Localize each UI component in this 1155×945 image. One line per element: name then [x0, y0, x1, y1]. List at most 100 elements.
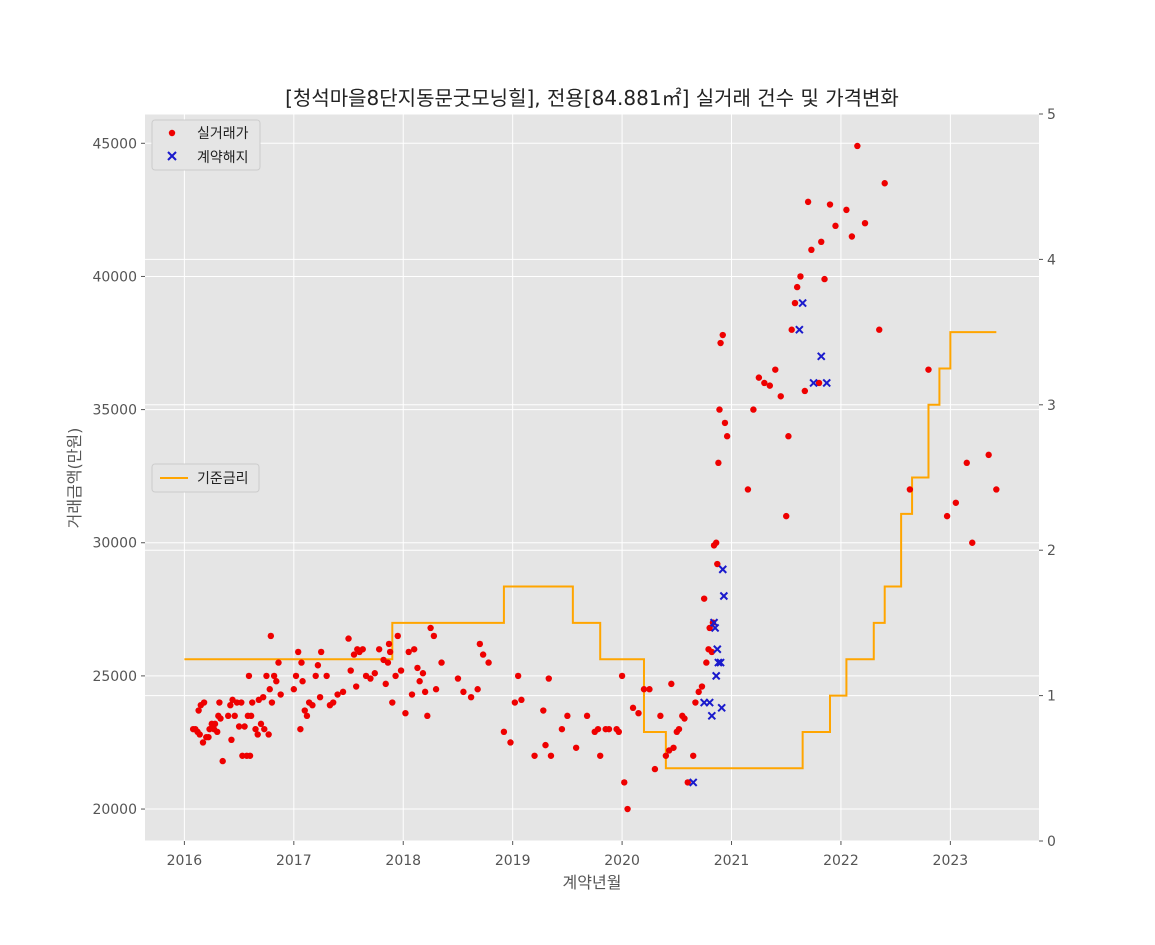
trade-point — [424, 712, 431, 720]
trade-point — [460, 688, 467, 696]
y-tick-labels: 20000 25000 30000 35000 40000 45000 — [92, 136, 145, 818]
trade-point — [205, 733, 212, 741]
trade-point — [414, 664, 421, 672]
trade-point — [657, 712, 664, 720]
x-tick-label: 2016 — [167, 853, 203, 869]
trade-point — [200, 699, 208, 706]
trade-point — [485, 659, 492, 666]
trade-point — [206, 725, 213, 733]
trade-point — [432, 686, 440, 693]
trade-point — [594, 725, 602, 733]
trade-point — [744, 486, 752, 493]
trade-point — [640, 686, 648, 693]
cancel-point — [795, 325, 804, 334]
trade-point — [826, 201, 834, 208]
trade-point — [714, 560, 721, 568]
trade-point — [259, 693, 267, 701]
trade-point — [985, 451, 992, 459]
rate-step-line — [184, 331, 997, 770]
trade-point — [273, 678, 280, 685]
trade-point — [797, 273, 804, 280]
trade-point — [224, 712, 232, 720]
trade-point — [514, 672, 522, 680]
x-tick-label: 2019 — [495, 853, 531, 869]
trade-point — [605, 725, 613, 733]
chart-title: [청석마을8단지동문굿모닝힐], 전용[84.881㎡] 실거래 건수 및 가격… — [285, 86, 899, 110]
trade-point — [219, 757, 226, 765]
trade-point — [624, 805, 631, 813]
trade-point — [808, 246, 815, 254]
trade-point — [695, 688, 702, 696]
trade-point — [294, 648, 302, 656]
cancel-point — [711, 671, 721, 681]
trade-point — [270, 672, 278, 680]
trade-point — [316, 693, 324, 701]
cancel-point — [689, 778, 698, 787]
trade-point — [268, 699, 276, 706]
cancel-point — [705, 698, 714, 707]
trade-point — [785, 433, 792, 440]
trade-point — [252, 725, 259, 733]
cancel-point — [798, 298, 807, 308]
cancel-point — [716, 658, 725, 667]
trade-point — [766, 382, 774, 389]
grid-lines — [145, 113, 1039, 842]
trade-point — [384, 659, 392, 666]
trade-point — [402, 709, 409, 717]
trade-point — [818, 238, 825, 246]
trade-point — [267, 632, 275, 640]
trade-point — [199, 739, 207, 746]
y-tick-label: 40000 — [92, 269, 137, 285]
trade-point — [312, 672, 319, 680]
trade-point — [681, 715, 688, 722]
y-tick-label: 45000 — [92, 136, 137, 152]
trade-point — [750, 406, 757, 413]
trade-point — [474, 686, 481, 693]
trade-point — [881, 180, 888, 187]
trade-point — [290, 686, 298, 693]
trade-point — [540, 707, 547, 714]
trade-point — [716, 406, 723, 413]
trade-point — [651, 765, 659, 773]
trade-point — [265, 731, 272, 738]
trade-point — [788, 326, 795, 333]
trade-point — [708, 648, 716, 656]
trade-point — [249, 699, 256, 706]
trade-point — [392, 672, 399, 680]
trade-point — [723, 433, 731, 440]
x-tick-label: 2017 — [276, 853, 312, 869]
trade-point — [662, 752, 670, 759]
trade-point — [266, 686, 273, 693]
trade-point — [211, 720, 219, 728]
trade-point — [317, 648, 325, 656]
trade-point — [386, 648, 394, 656]
cancel-point — [718, 565, 727, 574]
y2-tick-label: 4 — [1047, 252, 1056, 268]
trade-point — [299, 678, 306, 685]
trade-point — [247, 712, 255, 720]
trade-point — [690, 752, 697, 759]
y2-tick-label: 5 — [1047, 107, 1056, 123]
trade-point — [216, 699, 223, 706]
trade-point — [314, 662, 322, 669]
trade-point — [214, 728, 221, 736]
trade-points-layer — [189, 142, 1000, 813]
trade-point — [507, 739, 514, 746]
trade-point — [646, 686, 653, 693]
x-tick-label: 2023 — [933, 853, 969, 869]
trade-point — [675, 725, 683, 733]
trade-point — [993, 486, 1000, 493]
cancel-point — [817, 352, 826, 361]
trade-point — [352, 683, 360, 690]
trade-point — [238, 699, 245, 706]
trade-point — [330, 699, 337, 706]
x-tick-label: 2020 — [604, 853, 640, 869]
trade-point — [615, 728, 623, 736]
trade-point — [389, 699, 396, 706]
trade-point — [359, 646, 366, 653]
trade-point — [635, 709, 642, 717]
trade-point — [385, 640, 393, 648]
trade-point — [963, 459, 970, 467]
trade-point — [545, 675, 552, 682]
